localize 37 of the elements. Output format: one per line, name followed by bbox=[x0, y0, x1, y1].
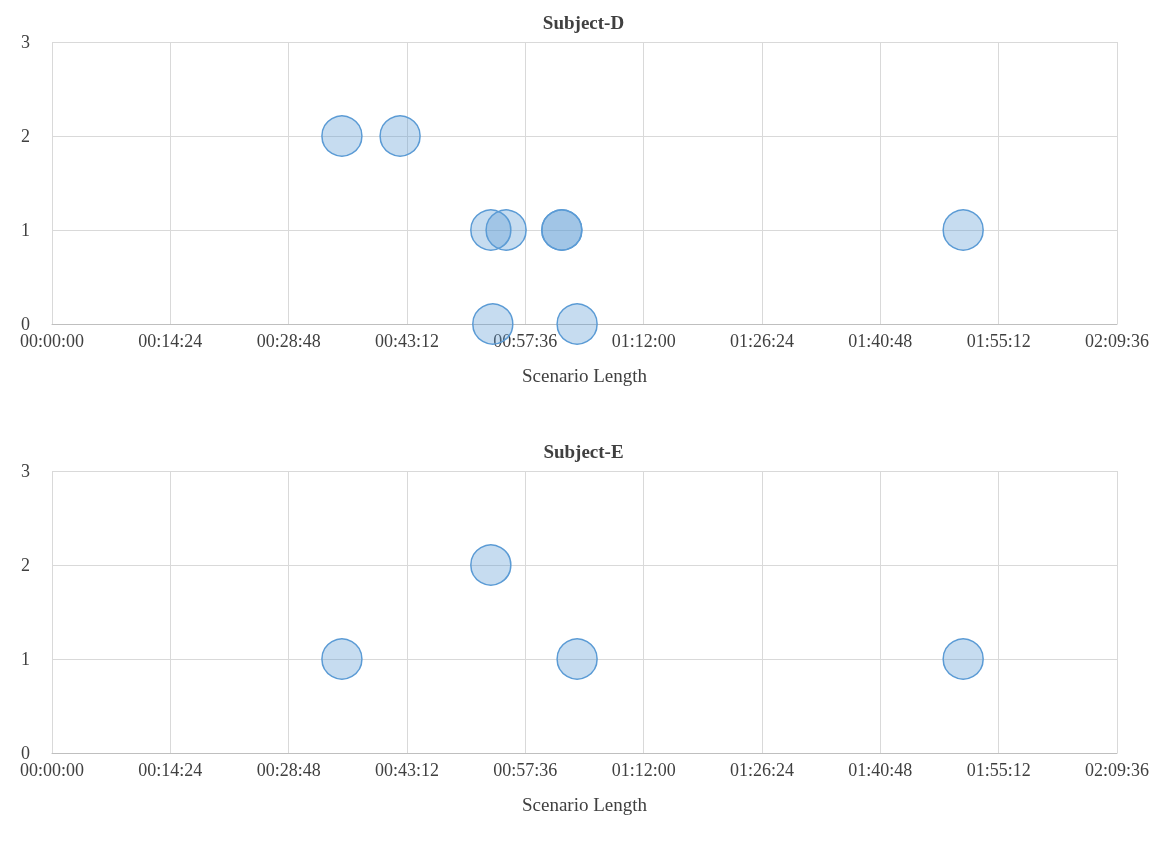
x-tick-label: 01:12:00 bbox=[611, 760, 676, 780]
y-tick-label: 0 bbox=[21, 314, 30, 334]
x-tick-label: 01:26:24 bbox=[729, 331, 795, 351]
x-tick-label: 00:00:00 bbox=[19, 331, 85, 351]
x-axis-title: Scenario Length bbox=[521, 794, 648, 815]
x-tick-label: 00:28:48 bbox=[256, 760, 321, 780]
x-tick-label: 00:43:12 bbox=[374, 760, 440, 780]
y-tick-label: 1 bbox=[21, 220, 30, 240]
x-tick-label: 00:57:36 bbox=[493, 760, 558, 780]
point bbox=[942, 209, 984, 251]
y-tick-label: 0 bbox=[21, 743, 30, 763]
x-tick-label: 02:09:36 bbox=[1084, 331, 1150, 351]
x-tick-label: 01:55:12 bbox=[966, 760, 1031, 780]
x-tick-label: 01:26:24 bbox=[729, 760, 795, 780]
x-tick-label: 01:55:12 bbox=[966, 331, 1031, 351]
y-tick-label: 2 bbox=[21, 126, 30, 146]
chart-title: Subject-D bbox=[542, 12, 625, 33]
point bbox=[321, 115, 363, 157]
y-tick-label: 2 bbox=[21, 555, 30, 575]
chart-title: Subject-E bbox=[543, 441, 624, 462]
x-tick-label: 00:14:24 bbox=[138, 760, 203, 780]
x-tick-label: 00:00:00 bbox=[19, 760, 85, 780]
x-tick-label: 00:57:36 bbox=[493, 331, 558, 351]
x-axis-title: Scenario Length bbox=[521, 365, 648, 386]
y-tick-label: 3 bbox=[21, 461, 30, 481]
x-tick-label: 00:43:12 bbox=[374, 331, 440, 351]
x-tick-label: 02:09:36 bbox=[1084, 760, 1150, 780]
point bbox=[485, 209, 527, 251]
x-tick-label: 01:40:48 bbox=[848, 760, 913, 780]
x-tick-label: 01:12:00 bbox=[611, 331, 676, 351]
x-tick-label: 01:40:48 bbox=[848, 331, 913, 351]
point bbox=[379, 115, 421, 157]
x-tick-label: 00:28:48 bbox=[256, 331, 321, 351]
y-tick-label: 3 bbox=[21, 32, 30, 52]
x-tick-label: 00:14:24 bbox=[138, 331, 203, 351]
point bbox=[556, 303, 598, 345]
y-tick-label: 1 bbox=[21, 649, 30, 669]
